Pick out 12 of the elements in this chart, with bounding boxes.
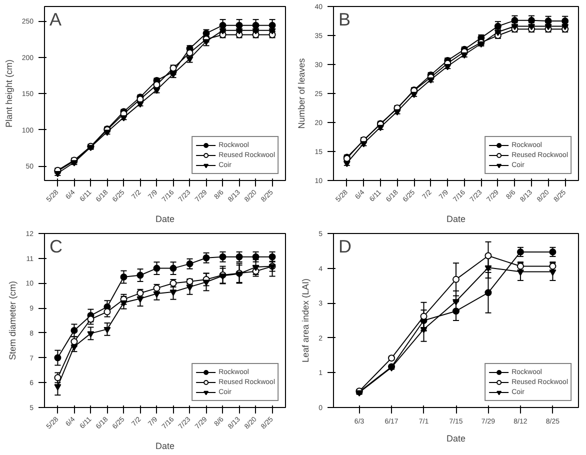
y-axis-title: Number of leaves xyxy=(296,58,307,129)
chart-title: A xyxy=(50,10,62,30)
y-axis-title: Plant height (cm) xyxy=(4,59,14,128)
y-axis-title: Stem diameter (cm) xyxy=(8,280,18,360)
chart-title: C xyxy=(50,236,62,256)
x-axis-title: Date xyxy=(446,214,466,224)
x-axis-title: Date xyxy=(155,214,175,224)
chart-title: D xyxy=(338,236,352,256)
chart-title: B xyxy=(338,10,351,30)
y-axis-title: Leaf area index (LAI) xyxy=(300,278,311,363)
x-axis-title: Date xyxy=(155,441,175,452)
x-axis-title: Date xyxy=(446,434,466,444)
